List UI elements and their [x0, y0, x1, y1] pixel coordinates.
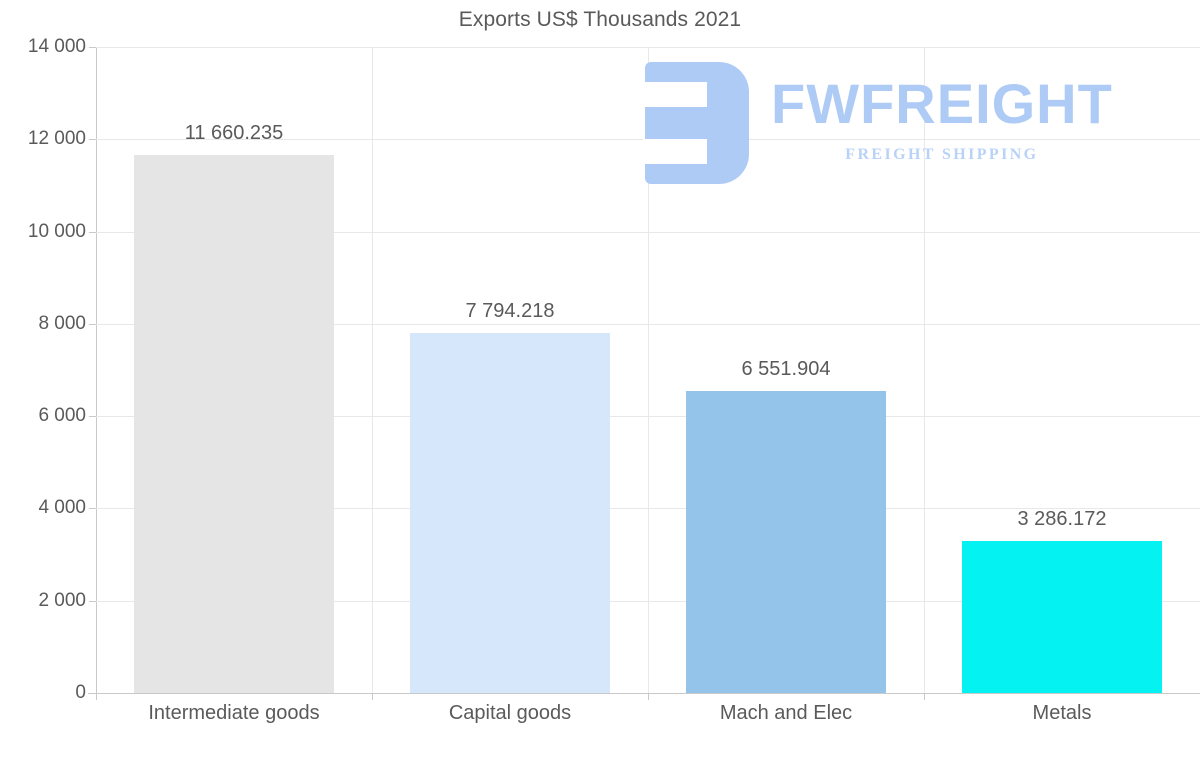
y-axis-line [96, 47, 97, 694]
x-axis-tick-label: Mach and Elec [719, 702, 853, 724]
x-axis-tick-mark [924, 693, 925, 700]
plot-area [96, 47, 1200, 693]
y-axis-tick-label: 14 000 [27, 36, 86, 57]
x-axis-tick-mark [96, 693, 97, 700]
y-axis-tick-label: 2 000 [38, 589, 86, 611]
y-axis-tick-label: 12 000 [27, 128, 86, 150]
y-axis-tick-mark [89, 693, 96, 694]
y-axis-tick-label: 0 [75, 682, 86, 703]
y-axis-tick-mark [89, 139, 96, 141]
y-axis-tick-label: 10 000 [27, 220, 86, 242]
x-axis-tick-label: Intermediate goods [148, 702, 320, 724]
bar-value-label: 3 286.172 [1017, 508, 1107, 531]
x-axis-tick-mark [648, 693, 649, 700]
x-axis-line [88, 693, 1200, 694]
x-axis-tick-label: Metals [1032, 702, 1092, 724]
y-axis-tick-mark [89, 231, 96, 233]
x-axis-tick-mark [372, 693, 373, 700]
bar-value-label: 11 660.235 [184, 121, 284, 144]
y-axis-tick-label: 6 000 [38, 405, 86, 427]
bar[interactable] [685, 390, 887, 693]
bar[interactable] [133, 154, 335, 693]
y-axis-tick-label: 8 000 [38, 312, 86, 334]
bar[interactable] [961, 541, 1163, 693]
y-axis-tick-mark [89, 323, 96, 325]
bar[interactable] [409, 333, 611, 693]
chart-title: Exports US$ Thousands 2021 [458, 8, 742, 31]
y-axis-tick-mark [89, 416, 96, 418]
bar-value-label: 6 551.904 [741, 357, 831, 380]
bar-value-label: 7 794.218 [465, 300, 555, 323]
gridline-vertical [648, 47, 649, 693]
y-axis-tick-label: 4 000 [38, 497, 86, 519]
y-axis-tick-mark [89, 47, 96, 48]
gridline-vertical [372, 47, 373, 693]
gridline-vertical [924, 47, 925, 693]
x-axis-tick-label: Capital goods [448, 702, 572, 724]
y-axis-tick-mark [89, 600, 96, 602]
y-axis-tick-mark [89, 508, 96, 510]
